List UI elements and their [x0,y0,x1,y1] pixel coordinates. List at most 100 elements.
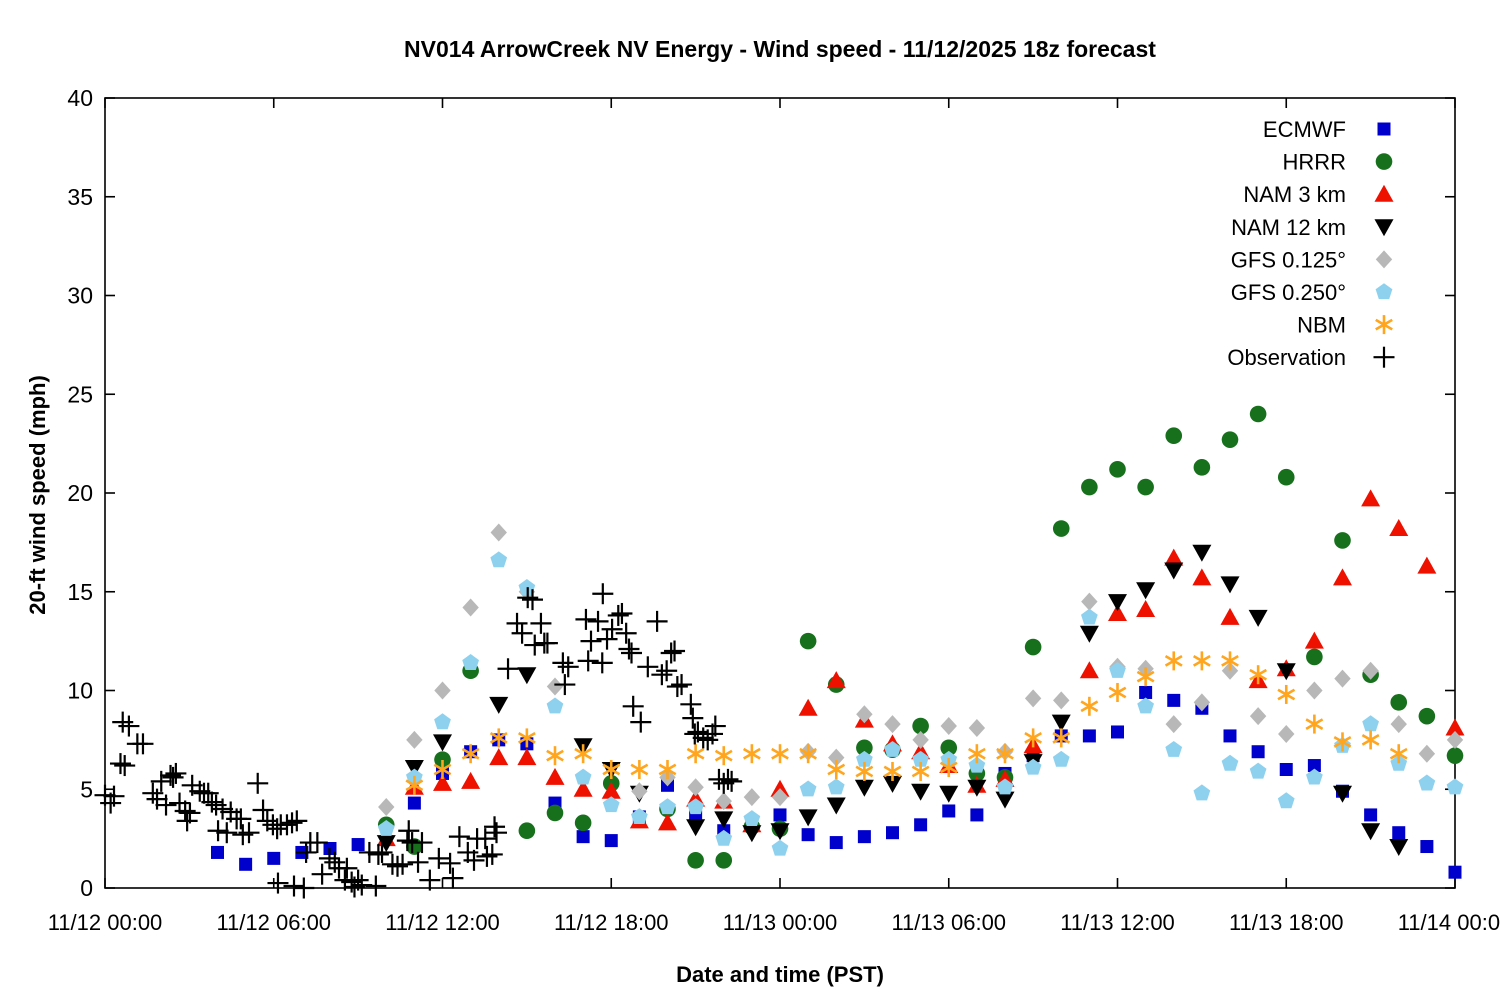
data-point-gfs-0-125 [462,598,479,617]
data-point-ecmwf [407,796,421,810]
data-point-observation [615,622,637,644]
data-point-gfs-0-250 [574,768,592,785]
data-point-observation [118,715,140,737]
data-point-gfs-0-250 [546,697,564,714]
data-point-hrrr [1390,694,1408,711]
data-point-ecmwf [942,804,956,818]
data-point-nbm [1305,714,1324,734]
y-tick-label: 5 [80,776,93,802]
data-point-observation [591,652,613,674]
data-point-observation [146,788,168,810]
y-tick-label: 15 [67,579,93,605]
data-point-ecmwf [1167,693,1181,707]
chart-title: NV014 ArrowCreek NV Energy - Wind speed … [404,36,1156,62]
legend-marker-observation [1373,346,1395,368]
data-point-gfs-0-250 [1249,762,1267,779]
data-point-ecmwf [886,826,899,840]
data-point-nam-12-km [1220,576,1240,594]
data-point-hrrr [1446,747,1464,764]
data-point-observation [365,875,387,897]
data-point-observation [717,768,739,790]
data-point-observation [114,755,136,777]
data-point-ecmwf [1223,729,1237,743]
data-point-observation [112,711,134,733]
data-point-gfs-0-250 [856,750,873,767]
data-point-gfs-0-125 [715,792,732,811]
data-point-gfs-0-125 [434,681,451,700]
data-point-gfs-0-250 [1052,750,1070,767]
x-tick-label: 11/12 18:00 [554,910,669,935]
data-point-ecmwf [857,830,871,844]
data-point-observation [189,780,211,802]
data-point-observation [592,583,614,605]
data-point-nam-12-km [1192,544,1212,562]
data-point-observation [630,711,652,733]
data-point-nam-3-km [517,748,537,766]
data-point-observation [481,843,503,865]
data-point-hrrr [1024,638,1042,656]
data-point-gfs-0-125 [1165,715,1182,734]
data-point-nbm [546,746,564,766]
data-point-observation [580,630,602,652]
data-point-gfs-0-250 [490,551,508,568]
y-tick-label: 0 [80,875,93,901]
data-point-gfs-0-125 [1193,693,1211,712]
data-point-gfs-0-125 [828,748,845,767]
data-point-nbm [1277,684,1296,704]
data-point-gfs-0-125 [912,730,929,749]
data-point-nbm [1080,696,1099,716]
data-point-gfs-0-125 [1024,689,1042,708]
data-point-observation [511,622,533,644]
data-point-nam-3-km [1361,489,1381,507]
data-point-gfs-0-125 [490,523,507,542]
data-point-observation [506,612,528,634]
data-point-observation [637,656,659,678]
y-tick-label: 10 [67,678,93,704]
data-point-observation [611,602,633,624]
data-point-observation [587,610,609,632]
data-point-gfs-0-250 [1277,792,1295,809]
data-point-gfs-0-250 [377,819,395,836]
data-point-ecmwf [211,845,224,859]
data-point-observation [622,695,644,717]
data-point-nbm [714,746,733,766]
data-point-gfs-0-125 [378,798,395,817]
x-tick-label: 11/12 12:00 [385,910,500,935]
data-point-observation [286,810,308,832]
data-point-nbm [883,761,902,781]
data-point-nam-12-km [883,775,902,793]
data-point-observation [371,841,393,863]
data-point-observation [671,674,693,696]
y-tick-label: 30 [67,283,93,309]
data-point-hrrr [1137,478,1154,496]
data-point-gfs-0-125 [743,788,761,807]
legend-marker-gfs-0-125 [1375,250,1393,269]
data-point-ecmwf [773,808,787,822]
data-point-nbm [1389,744,1408,764]
data-point-hrrr [799,632,817,650]
data-point-gfs-0-250 [602,796,620,813]
data-point-ecmwf [829,836,843,850]
data-point-hrrr [1081,478,1098,496]
data-point-nbm [574,744,593,764]
data-point-nam-3-km [573,779,593,797]
x-tick-label: 11/14 00:00 [1398,910,1500,935]
data-point-hrrr [687,852,704,869]
data-point-observation [554,674,576,696]
data-point-nbm [1192,651,1211,671]
data-point-nam-12-km [742,825,762,843]
data-point-nbm [911,761,930,781]
legend-label-gfs-0-250: GFS 0.250° [1231,280,1346,305]
data-point-nam-3-km [1108,603,1127,621]
y-tick-label: 40 [67,85,93,111]
data-point-nam-3-km [658,813,677,831]
data-point-observation [448,826,470,848]
data-point-gfs-0-125 [1390,715,1407,734]
data-point-ecmwf [351,838,365,852]
data-point-gfs-0-125 [1334,669,1351,688]
data-point-observation [197,782,219,804]
data-point-nam-3-km [1192,568,1212,586]
data-point-observation [497,658,519,680]
